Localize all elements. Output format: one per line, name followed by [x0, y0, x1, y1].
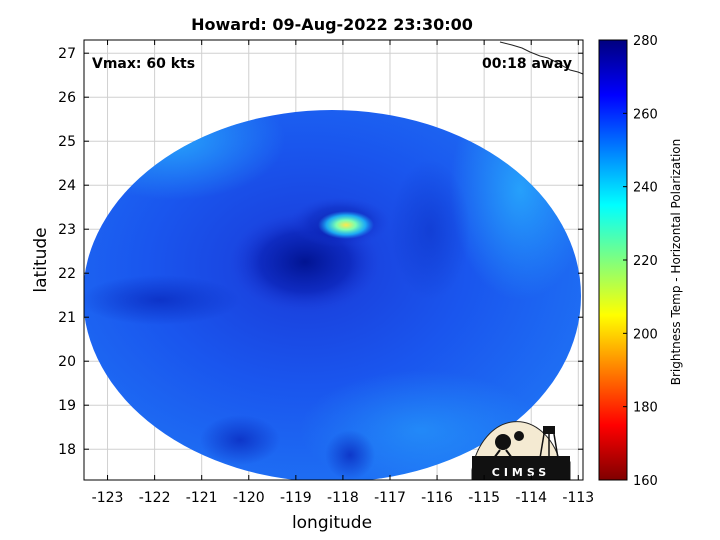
x-tick-label: -121 [186, 490, 218, 506]
x-tick-label: -115 [468, 490, 500, 506]
vmax-label: Vmax: 60 kts [92, 56, 195, 72]
y-tick-label: 25 [58, 134, 76, 150]
x-tick-label: -116 [421, 490, 453, 506]
colorbar: 160 180 200 220 240 260 280 Brightness Temp - … [598, 34, 683, 489]
x-tick-label: -120 [233, 490, 265, 506]
x-tick-label: -114 [515, 490, 547, 506]
y-axis-label: latitude [31, 227, 51, 292]
x-axis: -123 -122 -121 -120 -119 -118 -117 -116 -115 -114… [92, 40, 594, 506]
x-tick-label: -123 [92, 490, 124, 506]
y-tick-label: 20 [58, 354, 76, 370]
logo-dish-arm [493, 449, 513, 459]
y-tick-label: 19 [58, 398, 76, 414]
logo-tower [543, 426, 555, 434]
logo-dish-small [514, 431, 524, 441]
band-dark-3 [325, 430, 375, 480]
y-tick-label: 23 [58, 222, 76, 238]
colorbar-label: Brightness Temp - Horizontal Polarizatio… [669, 139, 683, 386]
colorbar-tick-label: 260 [633, 107, 658, 122]
x-tick-label: -117 [374, 490, 406, 506]
logo-text: CIMSS [492, 466, 550, 479]
plot-frame [83, 39, 584, 481]
y-tick-label: 22 [58, 266, 76, 282]
colorbar-tick-label: 180 [633, 401, 658, 416]
colorbar-tick-label: 240 [633, 181, 658, 196]
time-away-label: 00:18 away [482, 56, 572, 72]
chart-title: Howard: 09-Aug-2022 23:30:00 [191, 15, 473, 34]
colorbar-tick-label: 280 [633, 34, 658, 49]
x-tick-label: -118 [327, 490, 359, 506]
y-tick-label: 18 [58, 442, 76, 458]
y-tick-label: 26 [58, 90, 76, 106]
colorbar-tick-label: 160 [633, 474, 658, 489]
y-tick-label: 24 [58, 178, 76, 194]
band-dark-1 [84, 275, 240, 325]
colorbar-ticks: 160 180 200 220 240 260 280 [623, 34, 658, 489]
cimss-logo: CIMSS [471, 421, 571, 481]
warm-spot [318, 211, 374, 239]
y-tick-label: 27 [58, 46, 76, 62]
logo-tower-legs [539, 433, 559, 459]
logo-dish [495, 434, 511, 450]
y-tick-label: 21 [58, 310, 76, 326]
band-dark-2 [200, 415, 280, 465]
y-axis: 18 19 20 21 22 23 24 25 26 27 [58, 46, 583, 458]
x-tick-label: -119 [280, 490, 312, 506]
coastline [499, 41, 584, 75]
colorbar-tick-label: 220 [633, 254, 658, 269]
x-tick-label: -113 [562, 490, 594, 506]
x-axis-label: longitude [292, 513, 372, 533]
x-tick-label: -122 [139, 490, 171, 506]
logo-ground [472, 456, 570, 480]
colorbar-gradient [598, 39, 628, 481]
band-dark-4 [390, 160, 470, 300]
colorbar-tick-label: 200 [633, 327, 658, 342]
